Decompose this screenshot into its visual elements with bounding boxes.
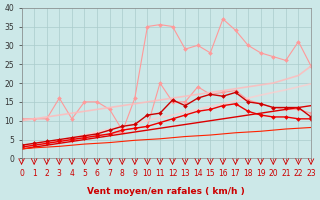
- X-axis label: Vent moyen/en rafales ( km/h ): Vent moyen/en rafales ( km/h ): [87, 187, 245, 196]
